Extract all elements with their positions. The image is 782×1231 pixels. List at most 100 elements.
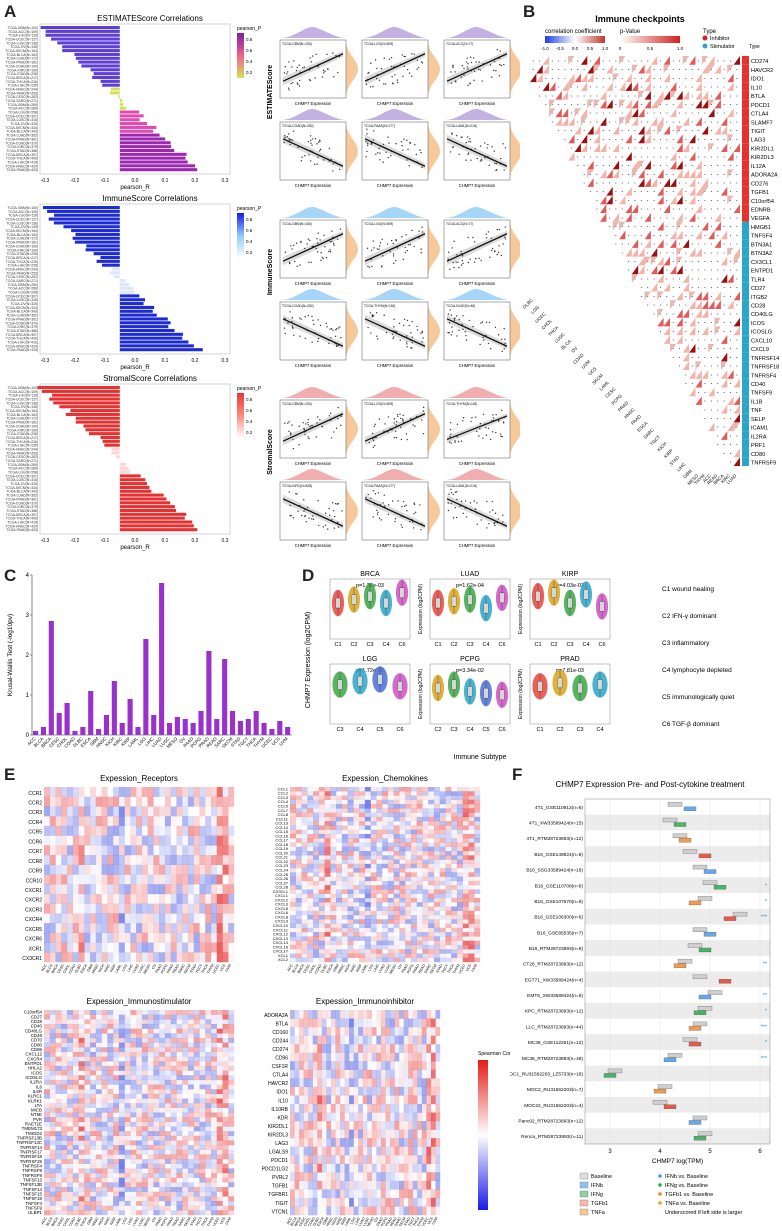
heatmap-cell (307, 817, 313, 821)
bar (120, 168, 197, 171)
heatmap-cell (44, 1057, 50, 1062)
heatmap-cell (199, 865, 205, 875)
heatmap-cell (474, 791, 480, 795)
heatmap-cell (130, 1019, 136, 1024)
heatmap-cell (325, 864, 331, 868)
heatmap-cell (171, 797, 177, 807)
heatmap-triangle (689, 169, 695, 178)
heatmap-dot: • (647, 251, 649, 255)
bar (120, 145, 171, 148)
heatmap-cell (365, 834, 371, 838)
heatmap-cell (67, 806, 73, 816)
row-label: CXCR3 (25, 907, 42, 913)
heatmap-dot: • (736, 102, 738, 106)
heatmap-cell (182, 1029, 188, 1034)
heatmap-cell (474, 902, 480, 906)
heatmap-cell (50, 1066, 56, 1071)
heatmap-cell (365, 885, 371, 889)
heatmap-cell (399, 941, 405, 945)
heatmap-dot: • (634, 216, 636, 220)
heatmap-cell (434, 834, 440, 838)
heatmap-cell (79, 1019, 85, 1024)
heatmap-cell (302, 842, 308, 846)
heatmap-cell (325, 821, 331, 825)
heatmap-dot: • (723, 286, 725, 290)
heatmap-cell (359, 958, 365, 962)
heatmap-cell (296, 894, 302, 898)
heatmap-cell (188, 943, 194, 953)
heatmap-cell (394, 813, 400, 817)
heatmap-cell (142, 1010, 148, 1015)
heatmap-dot: • (666, 277, 668, 281)
heatmap-cell (113, 826, 119, 836)
heatmap-cell (176, 1010, 182, 1015)
heatmap-cell (153, 1061, 159, 1066)
heatmap-triangle (613, 143, 619, 152)
scatter-point (412, 424, 413, 425)
heatmap-cell (371, 894, 377, 898)
heatmap-cell (119, 1038, 125, 1043)
scatter-point (397, 247, 398, 248)
scatter-point (380, 519, 381, 520)
scatter-tag: TCGA-THYM(N=118) (446, 402, 477, 406)
heatmap-cell (434, 808, 440, 812)
heatmap-cell (113, 933, 119, 943)
heatmap-cell (102, 855, 108, 865)
heatmap-dot: • (698, 137, 700, 141)
heatmap-cell (359, 834, 365, 838)
heatmap-cell (434, 889, 440, 893)
heatmap-cell (445, 796, 451, 800)
scatter-point (420, 248, 421, 249)
scatter-point (397, 500, 398, 501)
heatmap-cell (84, 913, 90, 923)
scatter-point (420, 152, 421, 153)
heatmap-cell (228, 797, 234, 807)
heatmap-triangle (651, 248, 657, 257)
heatmap-cell (73, 875, 79, 885)
heatmap-cell (136, 865, 142, 875)
scatter-point (495, 327, 496, 328)
heatmap-cell (348, 958, 354, 962)
heatmap-triangle (600, 213, 606, 222)
heatmap-cell (405, 804, 411, 808)
heatmap-dot: • (564, 68, 566, 72)
heatmap-dot: • (723, 155, 725, 159)
heatmap-cell (336, 958, 342, 962)
scatter-point (294, 261, 295, 262)
bar (120, 291, 135, 294)
heatmap-dot: • (596, 181, 598, 185)
heatmap-dot: • (711, 242, 713, 246)
scatter-point (335, 336, 336, 337)
heatmap-cell (61, 806, 67, 816)
heatmap-cell (376, 911, 382, 915)
scatter-point (310, 135, 311, 136)
heatmap-dot: • (583, 68, 585, 72)
scatter-point (481, 159, 482, 160)
heatmap-cell (388, 817, 394, 821)
gene-label: LAG3 (751, 138, 765, 144)
scatter-point (462, 263, 463, 264)
type-bar-cell (742, 353, 749, 362)
heatmap-cell (313, 817, 319, 821)
heatmap-dot: • (660, 233, 662, 237)
heatmap-cell (171, 1047, 177, 1052)
heatmap-cell (388, 898, 394, 902)
heatmap-cell (388, 953, 394, 957)
scatter-point (496, 163, 497, 164)
heatmap-cell (290, 838, 296, 842)
heatmap-upper (695, 361, 701, 370)
heatmap-cell (399, 898, 405, 902)
heatmap-dot: • (590, 59, 592, 63)
type-bar-cell (742, 161, 749, 170)
heatmap-cell (79, 1061, 85, 1066)
heatmap-cell (440, 877, 446, 881)
heatmap-cell (440, 889, 446, 893)
heatmap-cell (359, 953, 365, 957)
heatmap-cell (176, 1024, 182, 1029)
scatter-point (462, 420, 463, 421)
heatmap-cell (457, 817, 463, 821)
bar (112, 267, 120, 270)
bar (120, 137, 165, 140)
heatmap-triangle (670, 178, 676, 187)
heatmap-dot: • (736, 190, 738, 194)
